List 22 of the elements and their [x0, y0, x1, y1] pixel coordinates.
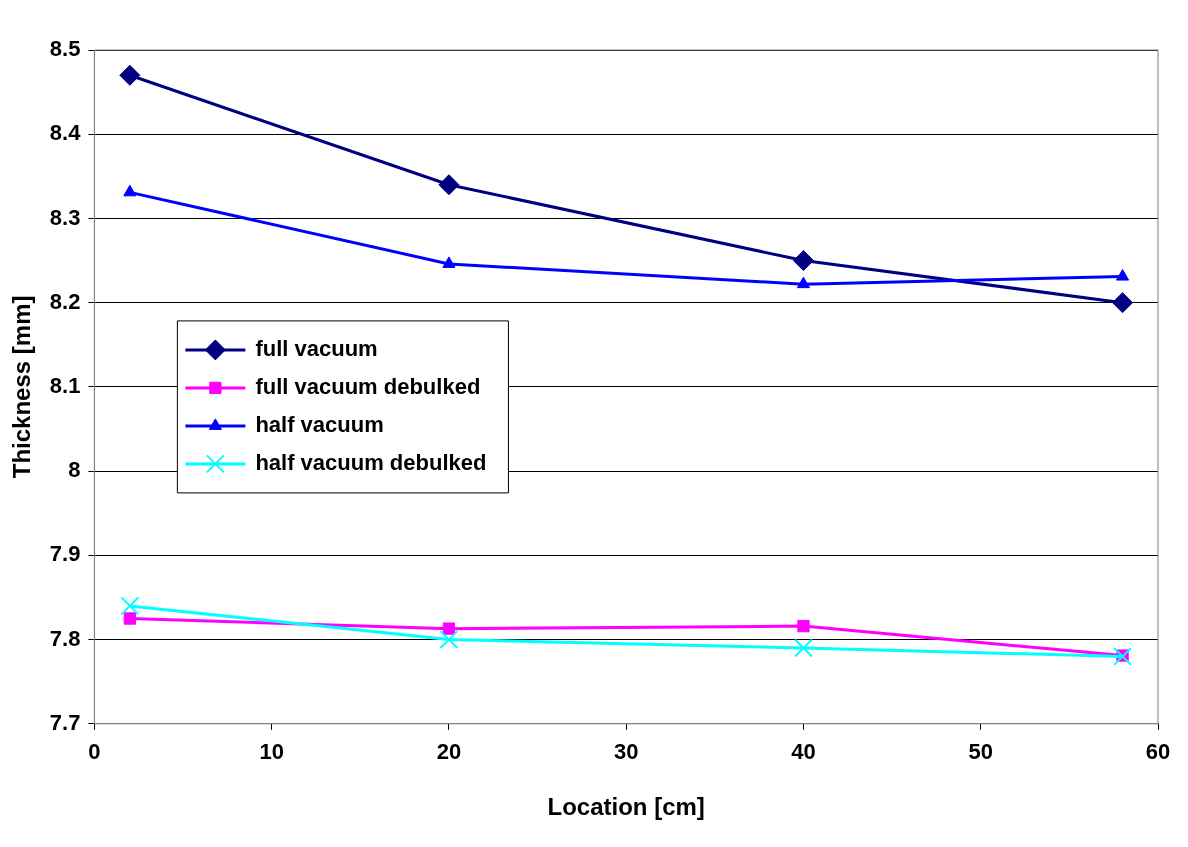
x-tick-label: 30	[613, 739, 639, 765]
legend-label: full vacuum	[255, 335, 378, 361]
y-tick-label: 8.3	[49, 204, 81, 230]
y-tick-label: 8	[68, 457, 81, 483]
y-tick-label: 8.2	[49, 288, 81, 314]
x-tick-label: 60	[1145, 739, 1171, 765]
x-tick-label: 0	[88, 739, 101, 765]
x-tick-label: 40	[791, 739, 816, 765]
y-tick-label: 8.5	[49, 36, 81, 62]
legend-label: half vacuum	[255, 411, 384, 437]
y-tick-label: 7.9	[49, 541, 81, 567]
y-tick-label: 7.7	[49, 709, 81, 735]
legend-label: full vacuum debulked	[255, 373, 481, 399]
x-tick-label: 10	[259, 739, 284, 765]
y-tick-label: 8.1	[49, 372, 81, 398]
x-axis-title: Location [cm]	[547, 793, 705, 821]
x-tick-label: 50	[968, 739, 993, 765]
legend-label: half vacuum debulked	[255, 449, 487, 475]
y-axis-title: Thickness [mm]	[8, 295, 36, 479]
x-tick-label: 20	[436, 739, 462, 765]
y-tick-label: 7.8	[49, 625, 81, 651]
y-tick-label: 8.4	[49, 120, 82, 146]
